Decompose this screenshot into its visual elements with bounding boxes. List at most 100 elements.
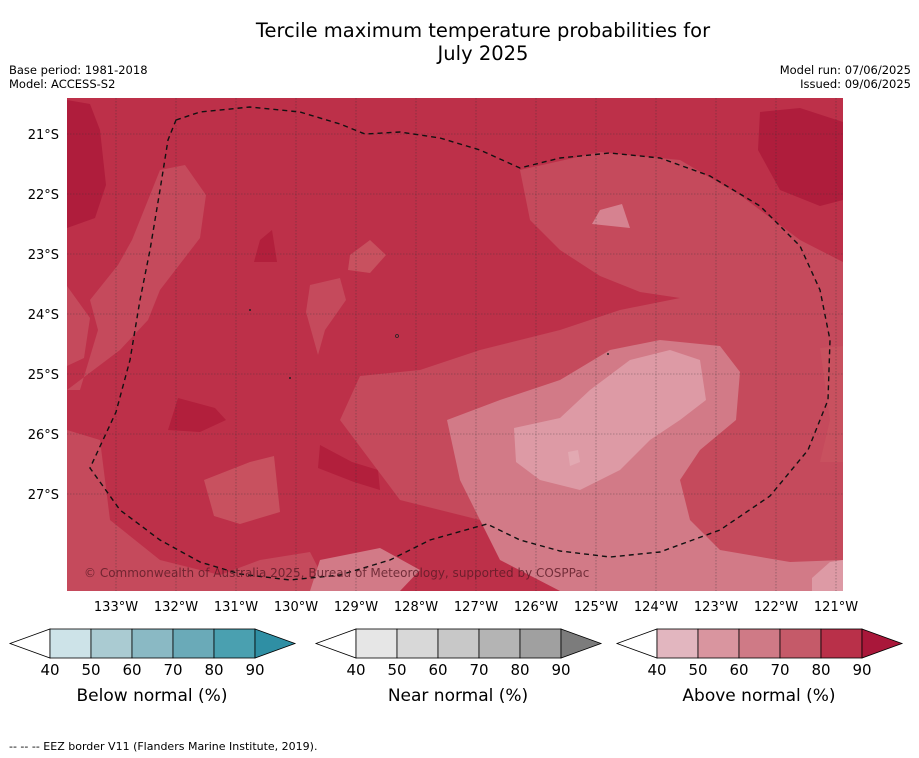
lon-label: 131°W bbox=[214, 600, 258, 615]
below-colorbar-over bbox=[254, 628, 297, 659]
above-colorbar-under bbox=[615, 628, 658, 659]
below-colorbar-under bbox=[8, 628, 51, 659]
field-mid-patch bbox=[348, 240, 386, 273]
lat-label: 23°S bbox=[28, 248, 59, 263]
lon-label: 130°W bbox=[274, 600, 318, 615]
field-mid-west bbox=[67, 286, 90, 366]
island-marker bbox=[607, 353, 609, 355]
field-lightest-patch bbox=[568, 450, 580, 466]
field-mid-sw bbox=[67, 430, 330, 591]
field-light-region bbox=[447, 340, 843, 591]
near-colorbar-tick: 40 bbox=[346, 661, 366, 679]
field-mid-strip bbox=[67, 165, 206, 390]
eez-footnote: -- -- -- EEZ border V11 (Flanders Marine… bbox=[9, 740, 318, 753]
near-colorbar-segment bbox=[396, 628, 439, 659]
lon-label: 122°W bbox=[754, 600, 798, 615]
meta-left: Base period: 1981-2018 Model: ACCESS-S2 bbox=[9, 63, 148, 91]
near-colorbar-segment bbox=[355, 628, 398, 659]
field-dark-patch bbox=[318, 445, 380, 490]
lat-label: 25°S bbox=[28, 368, 59, 383]
above-colorbar-tick: 50 bbox=[688, 661, 708, 679]
below-normal-label: Below normal (%) bbox=[76, 686, 228, 706]
below-colorbar-segment bbox=[213, 628, 256, 659]
lon-label: 128°W bbox=[394, 600, 438, 615]
below-colorbar-tick: 50 bbox=[81, 661, 101, 679]
map-title: Tercile maximum temperature probabilitie… bbox=[0, 19, 919, 65]
field-dark-patch bbox=[168, 398, 226, 432]
field-mid-patch bbox=[204, 456, 280, 524]
above-colorbar-tick: 40 bbox=[647, 661, 667, 679]
lat-label: 24°S bbox=[28, 308, 59, 323]
field-mid-east bbox=[820, 346, 843, 462]
field-light-patch bbox=[592, 204, 630, 228]
below-colorbar-tick: 60 bbox=[122, 661, 142, 679]
field-dark-west bbox=[67, 100, 106, 228]
near-colorbar-tick: 70 bbox=[469, 661, 489, 679]
lon-label: 123°W bbox=[694, 600, 738, 615]
lat-axis: 21°S 22°S 23°S 24°S 25°S 26°S 27°S bbox=[28, 128, 59, 503]
base-period: Base period: 1981-2018 bbox=[9, 63, 148, 77]
near-colorbar-tick: 90 bbox=[551, 661, 571, 679]
near-colorbar-segment bbox=[478, 628, 521, 659]
near-colorbar-tick: 50 bbox=[387, 661, 407, 679]
above-colorbar-segment bbox=[779, 628, 822, 659]
model-run: Model run: 07/06/2025 bbox=[779, 63, 911, 77]
above-normal-label: Above normal (%) bbox=[682, 686, 836, 706]
above-colorbar-tick: 60 bbox=[729, 661, 749, 679]
above-colorbar-over bbox=[861, 628, 904, 659]
near-colorbar-segment bbox=[437, 628, 480, 659]
meta-right: Model run: 07/06/2025 Issued: 09/06/2025 bbox=[780, 63, 911, 91]
above-colorbar-tick: 80 bbox=[811, 661, 831, 679]
lon-label: 124°W bbox=[634, 600, 678, 615]
below-colorbar-tick: 80 bbox=[204, 661, 224, 679]
field-mid-patch bbox=[306, 278, 346, 355]
near-normal-label: Near normal (%) bbox=[387, 686, 529, 706]
below-colorbar-tick: 40 bbox=[40, 661, 60, 679]
below-colorbar-segment bbox=[49, 628, 92, 659]
lon-label: 129°W bbox=[334, 600, 378, 615]
near-colorbar-tick: 80 bbox=[510, 661, 530, 679]
below-colorbar-segment bbox=[131, 628, 174, 659]
below-colorbar-segment bbox=[90, 628, 133, 659]
lat-label: 26°S bbox=[28, 428, 59, 443]
above-colorbar-tick: 90 bbox=[852, 661, 872, 679]
eez-border bbox=[89, 106, 831, 581]
near-colorbar-over bbox=[560, 628, 603, 659]
title-line-2: July 2025 bbox=[437, 42, 529, 65]
lat-label: 22°S bbox=[28, 188, 59, 203]
above-colorbar-segment bbox=[820, 628, 863, 659]
field-lightest-patch bbox=[812, 560, 843, 591]
map-gridlines bbox=[67, 98, 843, 591]
near-colorbar-segment bbox=[519, 628, 562, 659]
issued-date: Issued: 09/06/2025 bbox=[800, 77, 911, 91]
above-colorbar-segment bbox=[738, 628, 781, 659]
lon-label: 132°W bbox=[154, 600, 198, 615]
model-name: Model: ACCESS-S2 bbox=[9, 77, 116, 91]
near-colorbar-tick: 60 bbox=[428, 661, 448, 679]
lon-label: 121°W bbox=[814, 600, 858, 615]
above-colorbar-tick: 70 bbox=[770, 661, 790, 679]
island-marker bbox=[395, 334, 399, 338]
below-colorbar-segment bbox=[172, 628, 215, 659]
lon-axis: 133°W 132°W 131°W 130°W 129°W 128°W 127°… bbox=[94, 600, 858, 615]
lon-label: 125°W bbox=[574, 600, 618, 615]
island-marker bbox=[249, 309, 251, 311]
field-lightest-region bbox=[514, 350, 706, 490]
lon-label: 133°W bbox=[94, 600, 138, 615]
below-colorbar-tick: 70 bbox=[163, 661, 183, 679]
field-dark-ne bbox=[758, 108, 843, 206]
above-colorbar-segment bbox=[656, 628, 699, 659]
above-colorbar-segment bbox=[697, 628, 740, 659]
lat-label: 21°S bbox=[28, 128, 59, 143]
lat-label: 27°S bbox=[28, 488, 59, 503]
island-marker bbox=[289, 377, 291, 379]
lon-label: 127°W bbox=[454, 600, 498, 615]
map-field bbox=[67, 98, 843, 591]
near-colorbar-under bbox=[314, 628, 357, 659]
copyright-text: © Commonwealth of Australia 2025, Bureau… bbox=[84, 566, 589, 580]
below-colorbar-tick: 90 bbox=[245, 661, 265, 679]
title-line-1: Tercile maximum temperature probabilitie… bbox=[255, 19, 711, 42]
colorbar-group bbox=[8, 628, 904, 659]
lon-label: 126°W bbox=[514, 600, 558, 615]
